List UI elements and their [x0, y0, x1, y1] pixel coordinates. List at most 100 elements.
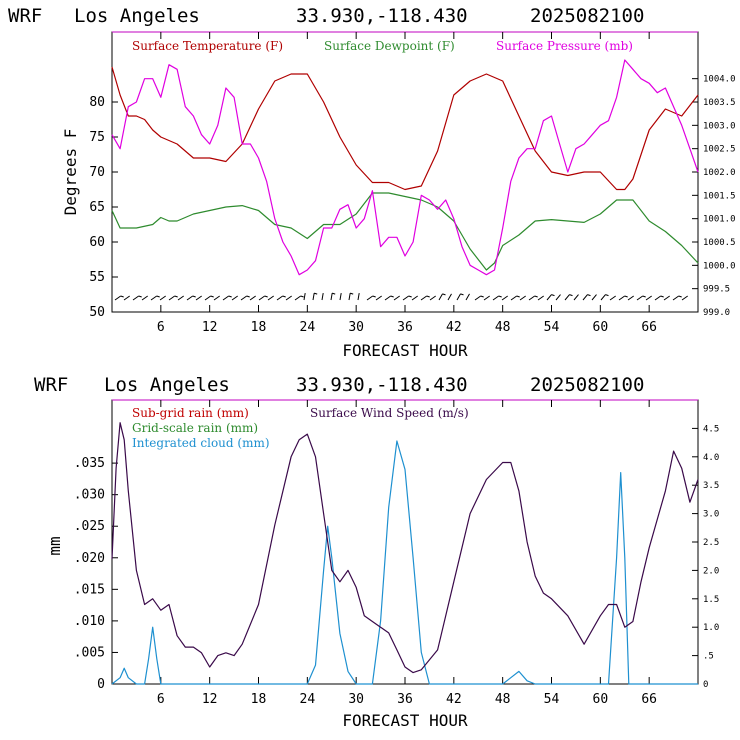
- wind-barb-flag: [174, 295, 178, 298]
- top-y2-tick-label: 1002.0: [703, 168, 736, 178]
- bottom-series-integrated-cloud: [111, 440, 698, 685]
- top-y2-tick-label: 1002.5: [703, 145, 736, 155]
- wind-barb: [663, 295, 670, 301]
- bottom-x-tick-label: 36: [397, 692, 413, 707]
- bottom-x-tick-label: 12: [202, 692, 218, 707]
- top-series-surface-temperature: [111, 66, 699, 191]
- bottom-header-location: Los Angeles: [104, 374, 230, 396]
- wind-barb: [330, 293, 333, 301]
- wind-barb-flag: [314, 292, 318, 295]
- top-y-axis-label: Degrees F: [61, 129, 80, 216]
- wind-barb: [168, 295, 175, 301]
- bottom-header-coords: 33.930,-118.430: [296, 374, 468, 396]
- wind-barb: [627, 295, 634, 301]
- wind-barb: [384, 295, 391, 301]
- wind-barb: [267, 295, 274, 301]
- bottom-header-run: 2025082100: [530, 374, 644, 396]
- wind-barb-flag: [516, 295, 520, 298]
- wind-barb: [600, 294, 606, 301]
- bottom-legend-subgrid: Sub-grid rain (mm): [132, 406, 249, 420]
- wind-barb: [438, 293, 443, 301]
- wind-barb: [429, 295, 436, 301]
- wind-barb: [501, 295, 508, 301]
- bottom-series-surface-wind-speed: [111, 422, 699, 674]
- wind-barb: [636, 295, 643, 301]
- top-y2-tick-label: 1000.0: [703, 261, 736, 271]
- bottom-y-tick-label: .030: [74, 488, 105, 503]
- wind-barb-flag: [192, 295, 196, 298]
- wind-barb-flag: [210, 295, 214, 298]
- bottom-y-tick-label: .035: [74, 456, 105, 471]
- bottom-x-axis-label: FORECAST HOUR: [342, 711, 468, 730]
- wind-barb: [312, 293, 315, 301]
- wind-barb: [528, 295, 535, 301]
- wind-barb: [681, 295, 688, 301]
- top-y2-tick-label: 1001.0: [703, 215, 736, 225]
- wind-barb-flag: [228, 295, 232, 298]
- wind-barb-flag: [660, 295, 664, 298]
- wind-barb-flag: [569, 294, 573, 297]
- wind-barb: [393, 295, 400, 301]
- top-series-surface-pressure: [111, 59, 699, 276]
- wind-barb: [186, 295, 193, 301]
- top-y-tick-label: 75: [89, 130, 105, 145]
- top-y2-tick-label: 1004.0: [703, 75, 736, 85]
- top-header-run: 2025082100: [530, 5, 644, 27]
- wind-barb: [402, 295, 409, 301]
- top-series-surface-dewpoint: [111, 192, 699, 271]
- top-y2-tick-label: 999.5: [703, 285, 730, 295]
- top-legend-dewpoint: Surface Dewpoint (F): [324, 39, 455, 53]
- wind-barb: [339, 293, 342, 301]
- bottom-y2-tick-label: 3.5: [703, 481, 719, 491]
- wind-barb: [114, 295, 121, 301]
- bottom-y-axis-label: mm: [45, 536, 64, 555]
- wind-barb: [123, 295, 130, 301]
- wind-barb: [483, 295, 490, 301]
- bottom-y2-tick-label: 3.0: [703, 510, 719, 520]
- top-x-tick-label: 42: [446, 320, 462, 335]
- wind-barb-flag: [372, 295, 376, 298]
- top-header-coords: 33.930,-118.430: [296, 5, 468, 27]
- top-x-tick-label: 30: [348, 320, 364, 335]
- wind-barb: [555, 294, 561, 301]
- wind-barb: [204, 295, 211, 301]
- top-x-tick-label: 6: [157, 320, 165, 335]
- wind-barb: [366, 295, 373, 301]
- wind-barb: [672, 295, 679, 301]
- wind-barb: [141, 295, 148, 301]
- bottom-x-tick-label: 54: [544, 692, 560, 707]
- top-y-tick-label: 55: [89, 270, 105, 285]
- wind-barb: [519, 295, 526, 301]
- top-plot-frame: [111, 31, 699, 313]
- top-legend-temperature: Surface Temperature (F): [132, 39, 283, 53]
- wind-barb: [492, 295, 499, 301]
- wind-barb: [510, 295, 517, 301]
- top-x-axis-label: FORECAST HOUR: [342, 341, 468, 360]
- wind-barb: [546, 294, 552, 301]
- top-header-location: Los Angeles: [74, 5, 200, 27]
- wind-barb-flag: [408, 295, 412, 298]
- bottom-x-tick-label: 60: [593, 692, 609, 707]
- wind-barb-flag: [587, 294, 591, 297]
- wind-barb: [537, 295, 544, 301]
- bottom-y-tick-label: 0: [97, 677, 105, 692]
- top-y2-tick-label: 999.0: [703, 308, 730, 318]
- bottom-y2-tick-label: 1.0: [703, 623, 719, 633]
- top-y-tick-label: 50: [89, 305, 105, 320]
- wind-barb: [321, 293, 324, 301]
- bottom-legend-cloud: Integrated cloud (mm): [132, 436, 270, 450]
- bottom-y2-tick-label: 1.5: [703, 595, 719, 605]
- wind-barb: [411, 295, 418, 301]
- wind-barb: [375, 295, 382, 301]
- wind-barb-flag: [460, 293, 464, 296]
- wind-barb-flag: [442, 293, 446, 296]
- wind-barb: [609, 295, 616, 301]
- wind-barb: [276, 295, 283, 301]
- wind-barb-flag: [678, 295, 682, 298]
- bottom-x-tick-label: 18: [251, 692, 267, 707]
- bottom-y-tick-label: .015: [74, 582, 105, 597]
- wind-barb: [303, 293, 306, 301]
- bottom-y2-tick-label: 0: [703, 680, 708, 690]
- wind-barb-flag: [624, 295, 628, 298]
